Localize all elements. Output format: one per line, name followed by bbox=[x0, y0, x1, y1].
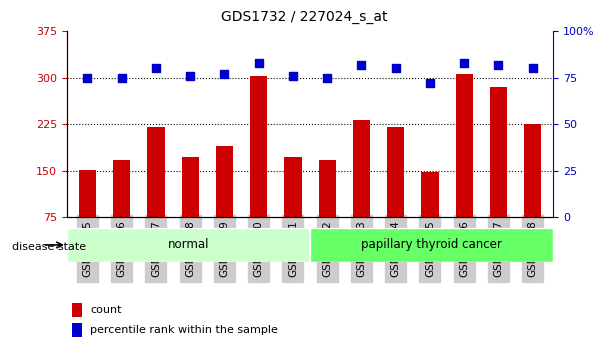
Point bbox=[494, 62, 503, 67]
Point bbox=[528, 66, 537, 71]
Point bbox=[185, 73, 195, 79]
Bar bbox=[353, 120, 370, 217]
Text: papillary thyroid cancer: papillary thyroid cancer bbox=[361, 238, 502, 252]
Bar bbox=[113, 160, 130, 217]
Bar bbox=[182, 157, 199, 217]
Point bbox=[357, 62, 367, 67]
Bar bbox=[72, 303, 83, 317]
Point bbox=[322, 75, 332, 80]
Bar bbox=[310, 228, 553, 262]
Point bbox=[288, 73, 298, 79]
Point bbox=[425, 80, 435, 86]
Point bbox=[117, 75, 126, 80]
Text: GDS1732 / 227024_s_at: GDS1732 / 227024_s_at bbox=[221, 10, 387, 24]
Bar bbox=[72, 323, 83, 337]
Point bbox=[151, 66, 161, 71]
Point bbox=[254, 60, 263, 66]
Text: disease state: disease state bbox=[12, 242, 86, 252]
Bar bbox=[490, 87, 507, 217]
Text: normal: normal bbox=[168, 238, 209, 252]
Bar bbox=[79, 169, 96, 217]
Point bbox=[460, 60, 469, 66]
Bar bbox=[319, 160, 336, 217]
Bar bbox=[421, 172, 438, 217]
Bar bbox=[250, 76, 268, 217]
Point bbox=[219, 71, 229, 77]
Text: percentile rank within the sample: percentile rank within the sample bbox=[90, 325, 278, 335]
Point bbox=[83, 75, 92, 80]
Bar bbox=[67, 228, 310, 262]
Bar bbox=[285, 157, 302, 217]
Bar bbox=[216, 146, 233, 217]
Bar bbox=[455, 74, 473, 217]
Bar bbox=[147, 127, 165, 217]
Point bbox=[391, 66, 401, 71]
Text: count: count bbox=[90, 305, 122, 315]
Bar bbox=[387, 127, 404, 217]
Bar bbox=[524, 124, 541, 217]
